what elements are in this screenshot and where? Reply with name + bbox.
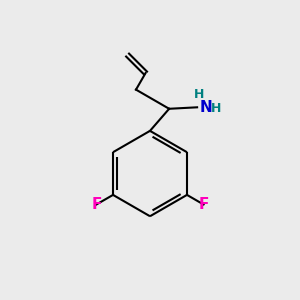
Text: N: N	[199, 100, 212, 115]
Text: H: H	[194, 88, 204, 101]
Text: F: F	[198, 197, 209, 212]
Text: F: F	[91, 197, 102, 212]
Text: H: H	[211, 102, 221, 115]
